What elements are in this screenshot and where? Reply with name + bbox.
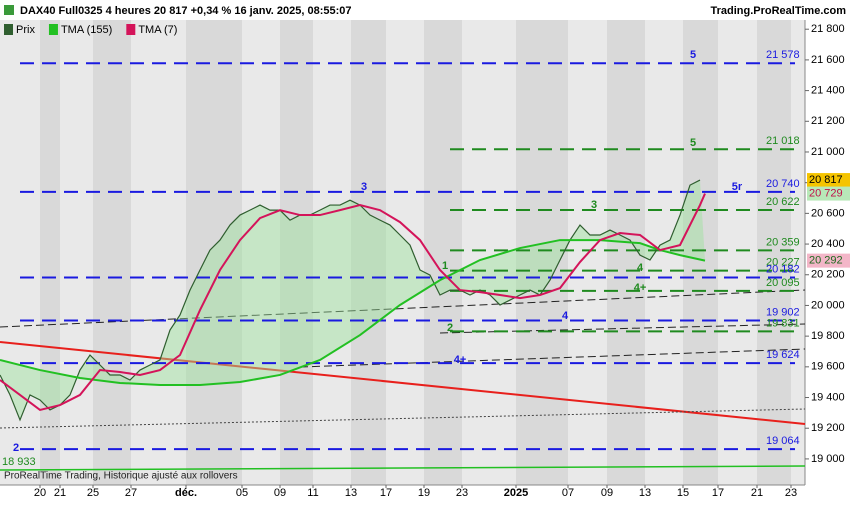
price-tag xyxy=(807,253,850,268)
x-tick-label: 27 xyxy=(125,487,137,499)
wave-label: 1 xyxy=(442,260,448,272)
wave-label: 5 xyxy=(690,137,696,149)
stripe xyxy=(280,20,313,485)
y-tick-label: 19 400 xyxy=(811,391,845,403)
series-line xyxy=(0,193,706,412)
level-label: 20 182 xyxy=(766,263,800,275)
header-title: DAX40 Full0325 4 heures 20 817 +0,34 % 1… xyxy=(20,5,352,17)
y-tick-label: 21 600 xyxy=(811,54,845,66)
y-tick-label: 20 400 xyxy=(811,238,845,250)
wave-label: 4 xyxy=(637,262,644,274)
legend-label: Prix xyxy=(16,24,35,36)
y-tick-label: 21 400 xyxy=(811,85,845,97)
price-tag xyxy=(807,186,850,201)
x-tick-label: 20 xyxy=(34,487,46,499)
trend-line xyxy=(0,465,806,471)
stripe xyxy=(424,20,462,485)
x-tick-label: 2025 xyxy=(504,487,528,499)
y-tick-label: 20 200 xyxy=(811,269,845,281)
y-tick-label: 21 000 xyxy=(811,146,845,158)
x-tick-label: 15 xyxy=(677,487,689,499)
wave-label: 4+ xyxy=(454,354,467,366)
x-tick-label: 11 xyxy=(307,487,318,499)
wave-label: 3 xyxy=(361,181,367,193)
level-label: 20 622 xyxy=(766,196,800,208)
price-tag-label: 20 729 xyxy=(809,187,843,199)
level-label: 19 902 xyxy=(766,306,800,318)
stripe xyxy=(718,20,757,485)
level-label: 21 018 xyxy=(766,135,800,147)
stripe xyxy=(40,20,60,485)
low-label: 18 933 xyxy=(2,456,36,468)
level-label: 20 095 xyxy=(766,277,800,289)
x-tick-label: 09 xyxy=(274,487,286,499)
header-site: Trading.ProRealTime.com xyxy=(710,5,846,17)
y-tick-label: 19 000 xyxy=(811,453,845,465)
stripe xyxy=(0,20,40,485)
x-tick-label: 25 xyxy=(87,487,99,499)
y-tick-label: 21 800 xyxy=(811,23,845,35)
y-tick-label: 20 600 xyxy=(811,207,845,219)
stripe xyxy=(516,20,568,485)
x-tick-label: 05 xyxy=(236,487,248,499)
legend-label: TMA (7) xyxy=(138,24,177,36)
stripe xyxy=(683,20,718,485)
x-tick-label: 07 xyxy=(562,487,574,499)
x-tick-label: 21 xyxy=(751,487,763,499)
stripe xyxy=(93,20,131,485)
y-tick-label: 19 800 xyxy=(811,330,845,342)
price-tag-label: 20 292 xyxy=(809,255,843,267)
legend-swatch xyxy=(126,24,136,35)
trend-line xyxy=(0,341,806,425)
y-tick-label: 19 600 xyxy=(811,361,845,373)
wave-label: 4+ xyxy=(634,282,647,294)
legend-swatch xyxy=(4,24,13,35)
level-label: 20 359 xyxy=(766,236,800,248)
legend-swatch xyxy=(48,24,58,35)
price-tag xyxy=(807,173,850,188)
x-tick-label: 17 xyxy=(712,487,724,499)
wave-label: 2 xyxy=(13,442,19,454)
wave-label: 2 xyxy=(447,322,453,334)
x-tick-label: 21 xyxy=(54,487,66,499)
y-tick-label: 21 200 xyxy=(811,115,845,127)
x-tick-label: 23 xyxy=(456,487,468,499)
fill-area xyxy=(0,180,705,420)
level-label: 19 831 xyxy=(766,317,800,329)
wave-label: 3 xyxy=(591,199,597,211)
stripe xyxy=(131,20,186,485)
x-tick-label: déc. xyxy=(175,487,197,499)
wave-label: 4 xyxy=(562,310,569,322)
stripe xyxy=(313,20,351,485)
level-label: 20 740 xyxy=(766,178,800,190)
level-label: 19 624 xyxy=(766,349,800,361)
y-tick-label: 20 000 xyxy=(811,299,845,311)
stripe xyxy=(60,20,93,485)
x-tick-label: 13 xyxy=(345,487,357,499)
stripe xyxy=(386,20,424,485)
footer: ProRealTime Trading, Historique ajusté a… xyxy=(4,471,238,482)
stripe xyxy=(791,20,805,485)
legend-label: TMA (155) xyxy=(61,24,112,36)
level-label: 20 227 xyxy=(766,257,800,269)
level-label: 21 578 xyxy=(766,49,800,61)
stripe xyxy=(242,20,280,485)
x-tick-label: 17 xyxy=(380,487,392,499)
price-tag-label: 20 817 xyxy=(809,174,843,186)
header-icon xyxy=(4,5,14,15)
level-label: 19 064 xyxy=(766,435,800,447)
x-tick-label: 19 xyxy=(418,487,430,499)
x-tick-label: 23 xyxy=(785,487,797,499)
wave-label: 5 xyxy=(690,49,696,61)
series-line xyxy=(0,239,706,386)
x-tick-label: 09 xyxy=(601,487,613,499)
series-line xyxy=(0,179,701,422)
y-tick-label: 19 200 xyxy=(811,422,845,434)
x-tick-label: 13 xyxy=(639,487,651,499)
stripe xyxy=(757,20,791,485)
wave-label: 5r xyxy=(732,181,743,193)
stripe xyxy=(351,20,386,485)
